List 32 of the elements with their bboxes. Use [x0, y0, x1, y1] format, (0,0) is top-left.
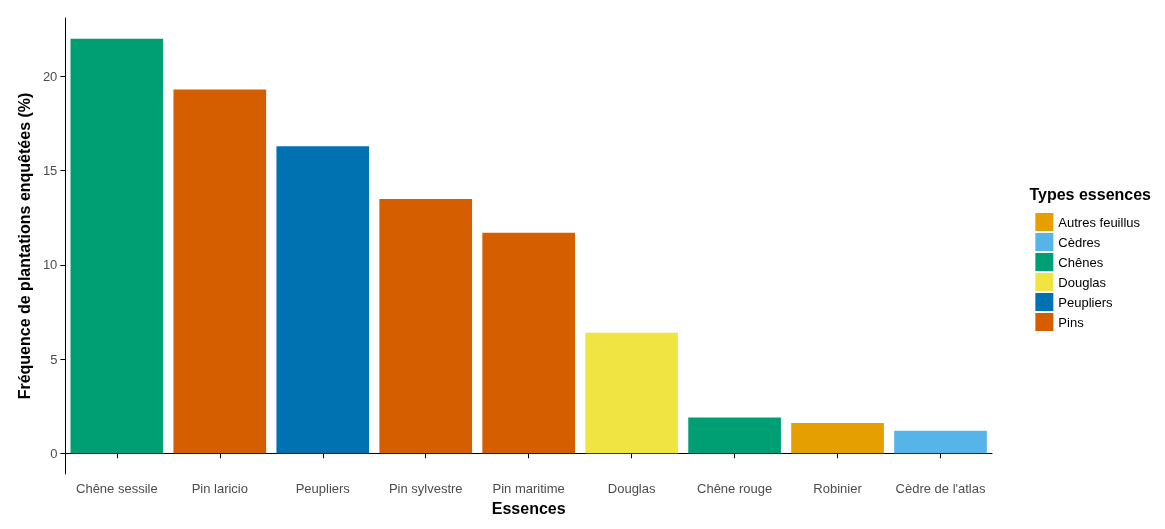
y-tick-label: 0: [50, 445, 58, 461]
y-tick-label: 15: [42, 163, 58, 179]
bar: [70, 38, 164, 454]
y-axis-title: Fréquence de plantations enquêtées (%): [15, 92, 33, 400]
bar: [276, 146, 370, 454]
legend-label: Pins: [1058, 314, 1085, 330]
x-tick-label: Chêne sessile: [76, 481, 158, 496]
y-tick-label: 20: [42, 68, 58, 84]
x-tick-label: Pin sylvestre: [388, 481, 463, 496]
legend-title: Types essences: [1029, 185, 1152, 203]
bar: [585, 332, 678, 454]
x-tick-label: Chêne rouge: [697, 481, 773, 496]
y-tick-label: 5: [50, 351, 58, 367]
x-tick-label: Cèdre de l'atlas: [895, 481, 986, 496]
legend-label: Autres feuillus: [1058, 214, 1141, 230]
x-tick-label: Robinier: [813, 481, 863, 496]
x-axis-title: Essences: [491, 499, 566, 517]
legend-label: Cèdres: [1058, 234, 1101, 250]
bar: [173, 89, 267, 454]
bar: [379, 198, 473, 454]
legend-label: Peupliers: [1058, 294, 1114, 310]
legend-label: Chênes: [1058, 254, 1104, 270]
x-tick-label: Pin maritime: [492, 481, 565, 496]
bar: [791, 423, 884, 454]
y-tick-label: 10: [42, 257, 58, 273]
bar: [894, 430, 987, 454]
bar: [482, 232, 576, 454]
legend-label: Douglas: [1058, 274, 1107, 290]
bar: [688, 417, 781, 454]
x-tick-label: Pin laricio: [191, 481, 248, 496]
x-tick-label: Peupliers: [295, 481, 351, 496]
x-tick-label: Douglas: [607, 481, 656, 496]
